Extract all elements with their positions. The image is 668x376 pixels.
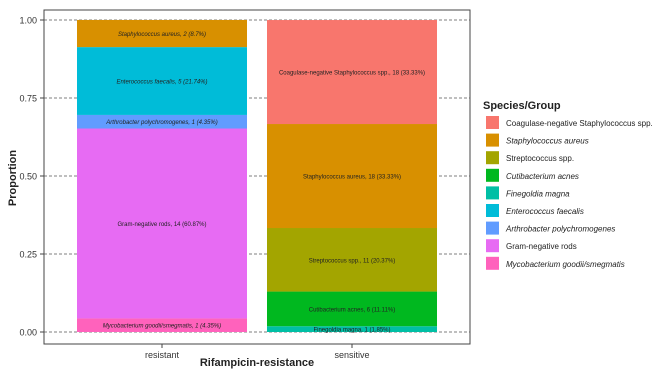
- legend-label: Mycobacterium goodii/smegmatis: [506, 260, 625, 269]
- legend-label: Staphylococcus aureus: [506, 137, 589, 146]
- legend-label: Streptococcus spp.: [506, 154, 574, 163]
- legend: Species/Group Coagulase-negative Staphyl…: [483, 100, 653, 270]
- legend-swatch: [486, 204, 499, 217]
- legend-swatch: [486, 186, 499, 200]
- segment-label: Staphylococcus aureus, 2 (8.7%): [118, 32, 206, 38]
- legend-swatch: [486, 221, 499, 235]
- x-tick-label: sensitive: [334, 350, 369, 360]
- segment-label: Cutibacterium acnes, 6 (11.11%): [309, 307, 395, 313]
- legend-label: Coagulase-negative Staphylococcus spp.: [506, 119, 653, 128]
- legend-swatch: [486, 168, 499, 182]
- legend-label: Arthrobacter polychromogenes: [505, 225, 615, 234]
- legend-swatch: [486, 256, 499, 270]
- y-tick-label: 1.00: [19, 16, 37, 26]
- axes-layer: 0.00 0.25 0.50 0.75 1.00 resistant sensitive: [19, 16, 369, 361]
- legend-label: Finegoldia magna: [506, 189, 570, 198]
- y-axis-title: Proportion: [7, 150, 19, 206]
- segment-label: Finegoldia magna, 1 (1.85%): [313, 328, 390, 334]
- segment-label: Streptococcus spp., 11 (20.37%): [309, 258, 396, 264]
- bar-segment: [267, 326, 437, 332]
- y-tick-label: 0.25: [19, 250, 37, 260]
- legend-swatch: [486, 151, 499, 165]
- legend-label: Cutibacterium acnes: [506, 172, 579, 181]
- y-tick-label: 0.75: [19, 94, 37, 104]
- legend-swatch: [486, 133, 499, 147]
- segment-label: Arthrobacter polychromogenes, 1 (4.35%): [105, 120, 217, 126]
- bar-segment: [267, 291, 437, 327]
- segment-label: Staphylococcus aureus, 18 (33.33%): [303, 175, 401, 181]
- y-tick-label: 0.50: [19, 172, 37, 182]
- segment-label: Coagulase-negative Staphylococcus spp., …: [279, 71, 425, 77]
- y-tick-label: 0.00: [19, 328, 37, 338]
- bar-segment: [267, 20, 437, 125]
- bars-layer: [77, 19, 437, 332]
- legend-label: Gram-negative rods: [506, 242, 577, 251]
- x-axis-title: Rifampicin-resistance: [200, 357, 314, 369]
- bar-segment: [77, 114, 247, 129]
- x-tick-label: resistant: [145, 350, 180, 360]
- segment-label: Enterococcus faecalis, 5 (21.74%): [116, 80, 207, 86]
- segment-labels-layer: Mycobacterium goodii/smegmatis, 1 (4.35%…: [103, 32, 425, 334]
- bar-segment: [267, 228, 437, 292]
- bar-segment: [77, 318, 247, 332]
- bar-segment: [77, 47, 247, 115]
- legend-swatch: [486, 239, 499, 253]
- legend-label: Enterococcus faecalis: [506, 207, 584, 216]
- segment-label: Mycobacterium goodii/smegmatis, 1 (4.35%…: [103, 324, 221, 330]
- legend-swatch: [486, 116, 499, 129]
- segment-label: Gram-negative rods, 14 (60.87%): [117, 222, 206, 228]
- bar-segment: [77, 19, 247, 48]
- legend-title: Species/Group: [483, 100, 561, 112]
- bar-segment: [77, 128, 247, 319]
- bar-segment: [267, 124, 437, 229]
